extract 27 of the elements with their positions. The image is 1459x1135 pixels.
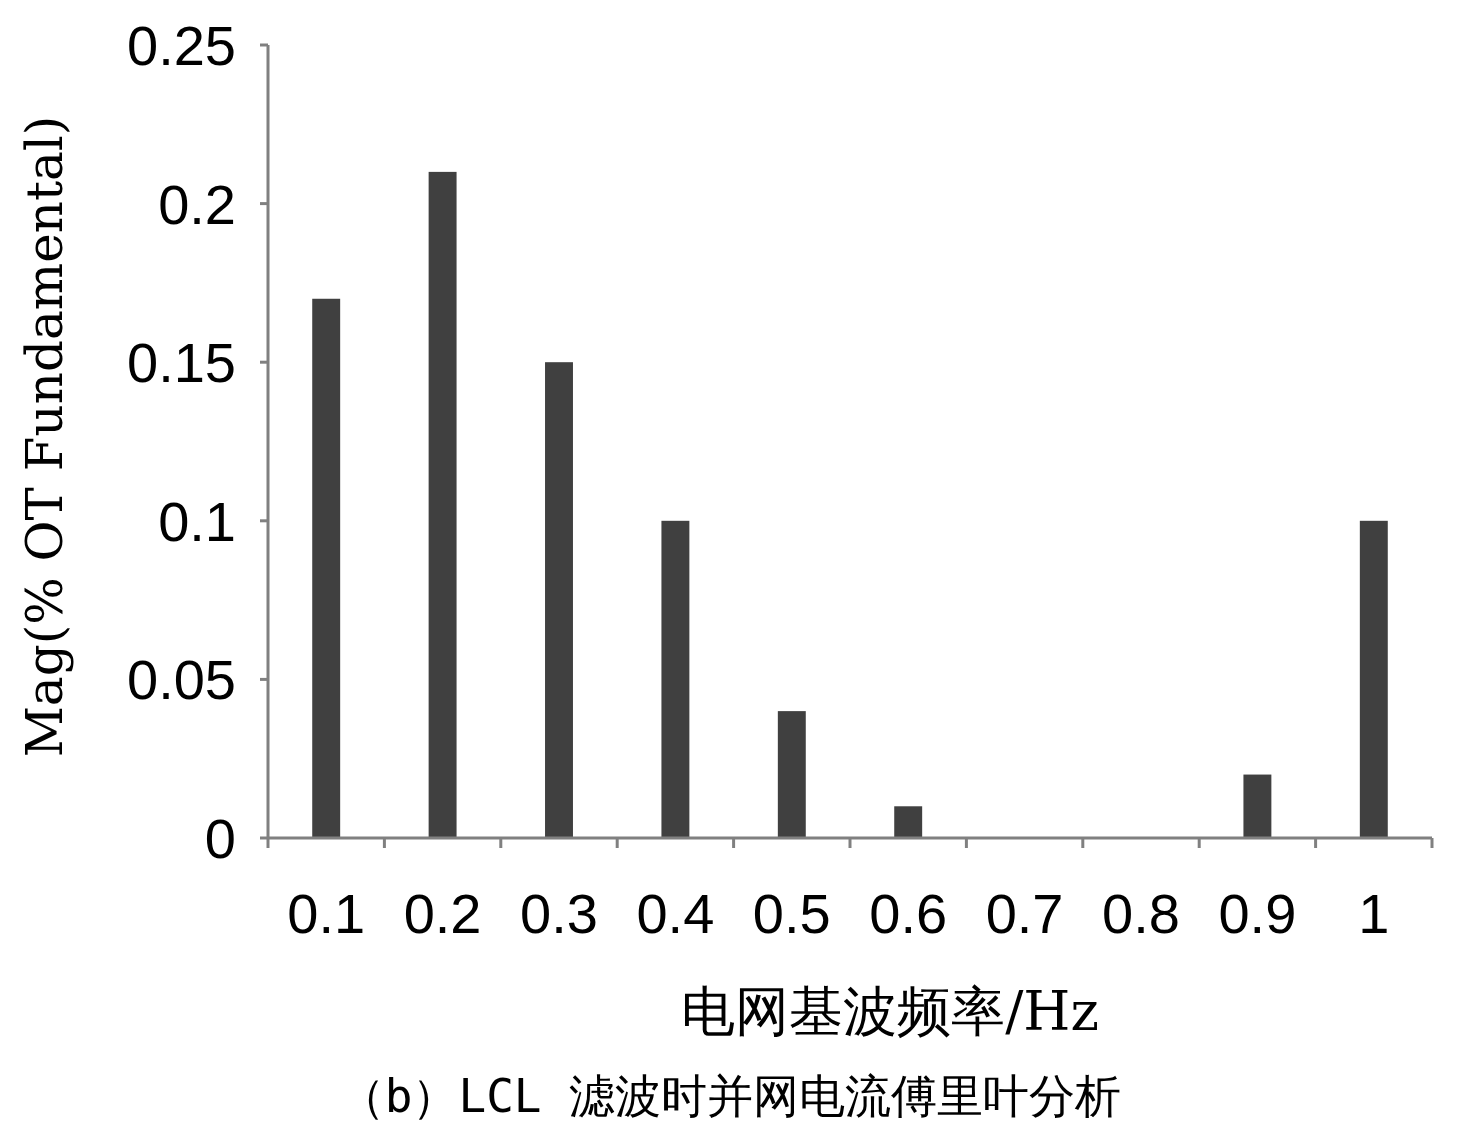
bar — [545, 362, 573, 838]
bar — [1359, 520, 1388, 838]
x-tick-label: 0.7 — [985, 882, 1064, 945]
x-tick-label: 0.6 — [869, 882, 948, 945]
y-tick-label: 0.15 — [127, 331, 236, 395]
text: （b）LCL 滤波时并网电流傅里叶分析 — [338, 1069, 1122, 1123]
x-tick-label: 0.4 — [636, 882, 715, 945]
x-tick-label: 0.5 — [752, 882, 831, 945]
bar — [777, 711, 806, 838]
x-tick-label: 0.2 — [403, 882, 482, 945]
bar — [428, 171, 457, 838]
bar — [1243, 774, 1272, 838]
x-axis-title: 电网基波频率/Hz — [681, 980, 1099, 1043]
y-tick-label: 0.25 — [127, 14, 236, 77]
x-tick-label: 0.8 — [1102, 882, 1180, 945]
y-tick-label: 0.2 — [158, 172, 236, 236]
bar — [661, 520, 690, 838]
y-tick-label: 0.1 — [158, 489, 236, 553]
y-tick-label: 0 — [204, 807, 236, 870]
y-tick-label: 0.05 — [127, 648, 236, 712]
x-tick-label: 0.1 — [287, 882, 366, 945]
x-tick-label: 1 — [1358, 882, 1390, 945]
bar — [312, 298, 341, 838]
y-axis-title: Mag(% OT Fundamental) — [16, 115, 74, 758]
x-tick-label: 0.3 — [520, 882, 598, 945]
x-tick-label: 0.9 — [1218, 882, 1297, 945]
bar — [894, 806, 923, 838]
